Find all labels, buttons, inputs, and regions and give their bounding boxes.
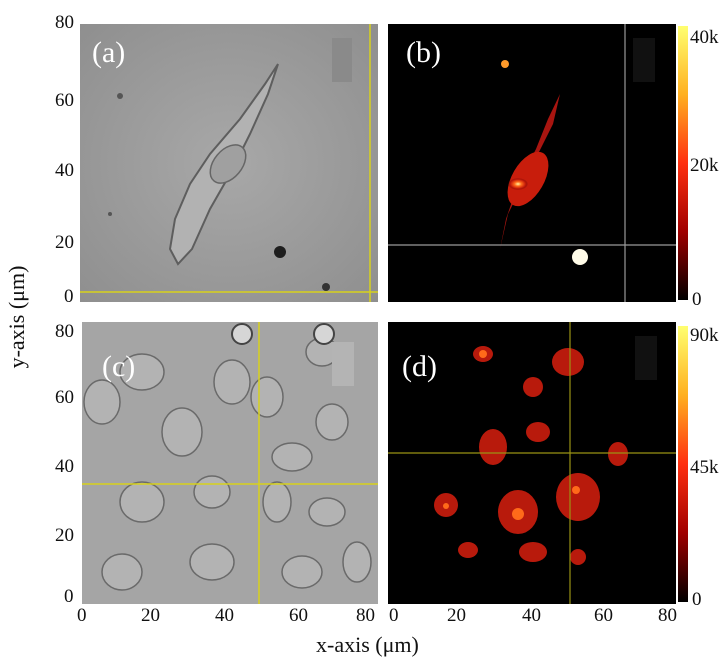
colorbar-d-min: 0 (692, 589, 702, 610)
panel-d-heatmap (388, 322, 676, 604)
panel-c-brightfield-image: (c) (82, 322, 378, 604)
x-tick-right-40: 40 (522, 605, 541, 626)
y-tick-bottom-20: 20 (55, 525, 74, 546)
x-axis-label: x-axis (μm) (316, 632, 419, 657)
panel-a-label: (a) (92, 36, 126, 69)
panel-d-label: (d) (402, 350, 437, 383)
x-tick-right-20: 20 (447, 605, 466, 626)
x-tick-left-0: 0 (77, 605, 87, 626)
y-tick-top-40: 40 (55, 160, 74, 181)
x-tick-right-0: 0 (389, 605, 399, 626)
panel-b-heatmap (388, 24, 676, 302)
colorbar-b-mid: 20k (690, 155, 719, 176)
panel-b-fluorescence-image: (b) (388, 24, 676, 302)
panel-a-micrograph (80, 24, 378, 302)
colorbar-b-max: 40k (690, 27, 719, 48)
panel-c-label: (c) (102, 350, 136, 383)
colorbar-d-mid: 45k (690, 457, 719, 478)
y-tick-top-20: 20 (55, 232, 74, 253)
y-tick-bottom-0: 0 (64, 586, 74, 607)
panel-a-brightfield-image: (a) (80, 24, 378, 302)
y-tick-top-60: 60 (55, 90, 74, 111)
colorbar-d (678, 326, 688, 602)
x-tick-left-20: 20 (141, 605, 160, 626)
colorbar-b (678, 26, 688, 300)
colorbar-b-min: 0 (692, 289, 702, 310)
panel-d-fluorescence-image: (d) (388, 322, 676, 604)
y-tick-top-80: 80 (55, 12, 74, 33)
panel-c-micrograph (82, 322, 378, 604)
y-tick-bottom-60: 60 (55, 387, 74, 408)
y-tick-bottom-80: 80 (55, 321, 74, 342)
y-axis-label: y-axis (μm) (4, 265, 29, 369)
x-tick-left-80: 80 (356, 605, 375, 626)
y-tick-bottom-40: 40 (55, 456, 74, 477)
y-tick-top-0: 0 (64, 286, 74, 307)
x-tick-right-60: 60 (594, 605, 613, 626)
panel-b-label: (b) (406, 36, 441, 69)
x-tick-left-60: 60 (289, 605, 308, 626)
x-tick-left-40: 40 (215, 605, 234, 626)
x-tick-right-80: 80 (658, 605, 677, 626)
colorbar-d-max: 90k (690, 325, 719, 346)
